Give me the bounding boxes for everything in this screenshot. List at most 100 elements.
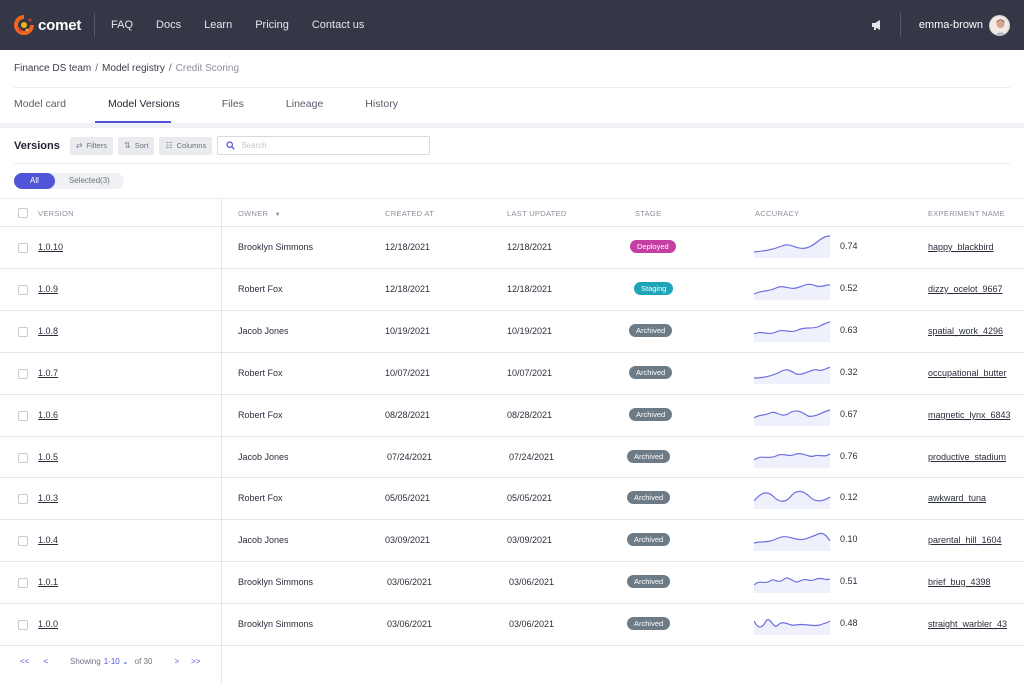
search-box[interactable] [217, 136, 431, 155]
breadcrumb-team[interactable]: Finance DS team [14, 63, 92, 74]
row-checkbox[interactable] [18, 285, 28, 295]
experiment-link[interactable]: occupational_butter [928, 368, 1007, 378]
row-checkbox[interactable] [18, 327, 28, 337]
nav-link-contact[interactable]: Contact us [311, 19, 365, 31]
row-checkbox[interactable] [18, 243, 28, 253]
version-link[interactable]: 1.0.5 [38, 452, 59, 462]
breadcrumb-registry[interactable]: Model registry [102, 63, 165, 74]
row-checkbox[interactable] [18, 620, 28, 630]
row-checkbox[interactable] [18, 369, 28, 379]
created-cell: 07/24/2021 [387, 452, 433, 462]
search-icon [226, 141, 235, 150]
pill-selected[interactable]: Selected(3) [68, 176, 110, 185]
table-row[interactable]: 1.0.9 Robert Fox 12/18/2021 12/18/2021 Stagi… [0, 269, 1024, 311]
tab-history[interactable]: History [365, 98, 398, 110]
sparkline-line [754, 321, 831, 335]
accuracy-sparkline [754, 452, 831, 468]
experiment-link[interactable]: parental_hill_1604 [928, 535, 1002, 545]
user-divider [899, 13, 901, 37]
experiment-link[interactable]: magnetic_lynx_6843 [928, 410, 1011, 420]
header-owner[interactable]: OWNER ▼ [238, 209, 281, 218]
table-row[interactable]: 1.0.0 Brooklyn Simmons 03/06/2021 03/06/202… [0, 604, 1024, 646]
header-experiment[interactable]: EXPERIMENT NAME [928, 209, 1005, 218]
version-link[interactable]: 1.0.9 [38, 284, 59, 294]
header-version[interactable]: VERSION [38, 209, 74, 218]
select-all-checkbox[interactable] [18, 208, 28, 218]
tab-model-card[interactable]: Model card [14, 98, 66, 110]
experiment-link[interactable]: happy_blackbird [928, 242, 994, 252]
row-checkbox[interactable] [18, 536, 28, 546]
version-link[interactable]: 1.0.6 [38, 410, 59, 420]
sparkline-area [754, 322, 830, 342]
pill-all[interactable]: All [14, 173, 55, 189]
table-row[interactable]: 1.0.6 Robert Fox 08/28/2021 08/28/2021 Archi… [0, 395, 1024, 437]
version-link[interactable]: 1.0.10 [38, 242, 64, 252]
logo-text: comet [38, 16, 82, 34]
nav-link-docs[interactable]: Docs [156, 19, 182, 31]
megaphone-icon[interactable] [870, 18, 884, 32]
sort-button[interactable]: ⇅ Sort [117, 136, 155, 155]
page-range-select[interactable]: 1-10 ⌄ [104, 657, 129, 666]
next-page-button[interactable]: > [174, 657, 180, 666]
experiment-link[interactable]: dizzy_ocelot_9667 [928, 284, 1003, 294]
row-checkbox[interactable] [18, 578, 28, 588]
nav-link-learn[interactable]: Learn [204, 19, 233, 31]
accuracy-value: 0.51 [840, 576, 858, 586]
tab-files[interactable]: Files [221, 98, 244, 110]
version-link[interactable]: 1.0.1 [38, 577, 59, 587]
table-row[interactable]: 1.0.8 Jacob Jones 10/19/2021 10/19/2021 Arch… [0, 311, 1024, 353]
header-updated[interactable]: LAST UPDATED [507, 209, 567, 218]
row-checkbox[interactable] [18, 411, 28, 421]
stage-badge: Archived [627, 575, 671, 588]
experiment-link[interactable]: straight_warbler_43 [928, 619, 1008, 629]
tab-model-versions[interactable]: Model Versions [107, 98, 180, 110]
tab-lineage[interactable]: Lineage [285, 98, 324, 110]
filter-icon: ⇄ [75, 141, 83, 150]
experiment-link[interactable]: brief_bug_4398 [928, 577, 991, 587]
table-row[interactable]: 1.0.7 Robert Fox 10/07/2021 10/07/2021 Archi… [0, 353, 1024, 395]
pagination: << < Showing 1-10 ⌄ of 30 > >> [20, 657, 200, 666]
sparkline-area [754, 367, 830, 384]
version-link[interactable]: 1.0.0 [38, 619, 59, 629]
table-row[interactable]: 1.0.3 Robert Fox 05/05/2021 05/05/2021 Archi… [0, 478, 1024, 520]
table-row[interactable]: 1.0.5 Jacob Jones 07/24/2021 07/24/2021 Arch… [0, 437, 1024, 478]
experiment-link[interactable]: productive_stadium [928, 452, 1007, 462]
row-checkbox[interactable] [18, 494, 28, 504]
experiment-link[interactable]: spatial_work_4296 [928, 326, 1004, 336]
table-row[interactable]: 1.0.4 Jacob Jones 03/09/2021 03/09/2021 Arch… [0, 520, 1024, 562]
created-cell: 10/19/2021 [385, 326, 431, 336]
last-page-button[interactable]: >> [191, 657, 201, 666]
stage-badge: Archived [627, 491, 671, 504]
sparkline-line [754, 619, 831, 628]
header-accuracy[interactable]: ACCURACY [755, 209, 800, 218]
version-link[interactable]: 1.0.4 [38, 535, 59, 545]
avatar[interactable] [989, 14, 1010, 36]
prev-page-button[interactable]: < [43, 657, 49, 666]
header-created[interactable]: CREATED AT [385, 209, 434, 218]
page-range-value: 1-10 [103, 657, 120, 666]
version-link[interactable]: 1.0.7 [38, 368, 59, 378]
owner-cell: Jacob Jones [238, 535, 289, 545]
username[interactable]: emma-brown [918, 19, 983, 31]
nav-link-pricing[interactable]: Pricing [255, 19, 289, 31]
table-row[interactable]: 1.0.1 Brooklyn Simmons 03/06/2021 03/06/202… [0, 562, 1024, 604]
breadcrumb: Finance DS team / Model registry / Credi… [14, 63, 239, 74]
version-link[interactable]: 1.0.8 [38, 326, 59, 336]
experiment-link[interactable]: awkward_tuna [928, 493, 987, 503]
table-row[interactable]: 1.0.10 Brooklyn Simmons 12/18/2021 12/18/20… [0, 227, 1024, 269]
nav-link-faq[interactable]: FAQ [111, 19, 134, 31]
version-link[interactable]: 1.0.3 [38, 493, 59, 503]
sparkline-line [754, 532, 831, 544]
stage-badge: Archived [629, 366, 673, 379]
created-cell: 08/28/2021 [385, 410, 431, 420]
row-checkbox[interactable] [18, 453, 28, 463]
owner-cell: Robert Fox [238, 410, 283, 420]
first-page-button[interactable]: << [20, 657, 30, 666]
columns-button[interactable]: ☷ Columns [159, 136, 213, 155]
filters-button[interactable]: ⇄ Filters [69, 136, 113, 155]
breadcrumb-current: Credit Scoring [175, 63, 239, 74]
comet-logo[interactable]: comet [14, 15, 94, 35]
search-input[interactable] [241, 141, 422, 150]
header-stage[interactable]: STAGE [635, 209, 662, 218]
accuracy-value: 0.63 [840, 325, 858, 335]
